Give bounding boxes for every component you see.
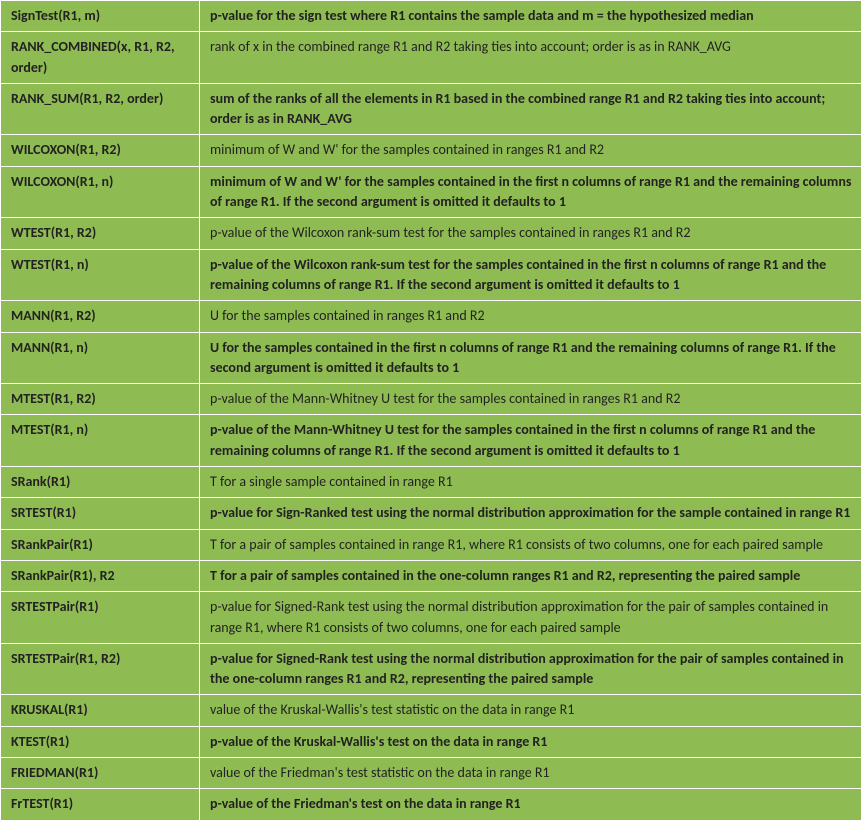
function-name: SRank(R1) (1, 467, 200, 498)
function-description: T for a pair of samples contained in ran… (200, 529, 862, 560)
table-row: KRUSKAL(R1)value of the Kruskal-Wallis's… (1, 695, 862, 726)
function-description: T for a pair of samples contained in the… (200, 560, 862, 591)
function-name: MANN(R1, R2) (1, 301, 200, 332)
function-name: RANK_SUM(R1, R2, order) (1, 83, 200, 135)
function-description: T for a single sample contained in range… (200, 467, 862, 498)
table-row: SRankPair(R1)T for a pair of samples con… (1, 529, 862, 560)
function-description: rank of x in the combined range R1 and R… (200, 32, 862, 84)
function-name: WILCOXON(R1, R2) (1, 135, 200, 166)
table-row: MANN(R1, R2)U for the samples contained … (1, 301, 862, 332)
function-description: p-value for Sign-Ranked test using the n… (200, 498, 862, 529)
table-row: MANN(R1, n)U for the samples contained i… (1, 332, 862, 384)
function-description: sum of the ranks of all the elements in … (200, 83, 862, 135)
function-name: WTEST(R1, R2) (1, 218, 200, 249)
table-row: SRankPair(R1), R2T for a pair of samples… (1, 560, 862, 591)
function-name: MTEST(R1, R2) (1, 384, 200, 415)
function-name: WTEST(R1, n) (1, 249, 200, 301)
table-row: WTEST(R1, R2)p-value of the Wilcoxon ran… (1, 218, 862, 249)
function-name: KTEST(R1) (1, 726, 200, 757)
table-row: WILCOXON(R1, n)minimum of W and W' for t… (1, 166, 862, 218)
function-description: value of the Kruskal-Wallis's test stati… (200, 695, 862, 726)
function-description: p-value of the Mann-Whitney U test for t… (200, 415, 862, 467)
function-name: MANN(R1, n) (1, 332, 200, 384)
function-name: MTEST(R1, n) (1, 415, 200, 467)
function-name: SignTest(R1, m) (1, 1, 200, 32)
function-name: RANK_COMBINED(x, R1, R2, order) (1, 32, 200, 84)
table-row: SignTest(R1, m)p-value for the sign test… (1, 1, 862, 32)
function-name: SRTEST(R1) (1, 498, 200, 529)
function-description: minimum of W and W' for the samples cont… (200, 166, 862, 218)
function-description: p-value for the sign test where R1 conta… (200, 1, 862, 32)
function-description: minimum of W and W' for the samples cont… (200, 135, 862, 166)
function-name: KRUSKAL(R1) (1, 695, 200, 726)
function-name: WILCOXON(R1, n) (1, 166, 200, 218)
table-row: SRTESTPair(R1)p-value for Signed-Rank te… (1, 592, 862, 644)
function-description: p-value of the Mann-Whitney U test for t… (200, 384, 862, 415)
table-row: SRTEST(R1)p-value for Sign-Ranked test u… (1, 498, 862, 529)
table-body: SignTest(R1, m)p-value for the sign test… (1, 1, 862, 821)
table-row: SRTESTPair(R1, R2)p-value for Signed-Ran… (1, 643, 862, 695)
function-description: p-value of the Kruskal-Wallis's test on … (200, 726, 862, 757)
table-row: WILCOXON(R1, R2)minimum of W and W' for … (1, 135, 862, 166)
function-name: FRIEDMAN(R1) (1, 758, 200, 789)
function-name: FrTEST(R1) (1, 789, 200, 820)
function-description: U for the samples contained in the first… (200, 332, 862, 384)
table-row: FrTEST(R1)p-value of the Friedman's test… (1, 789, 862, 820)
table-row: RANK_SUM(R1, R2, order)sum of the ranks … (1, 83, 862, 135)
table-row: SRank(R1)T for a single sample contained… (1, 467, 862, 498)
function-description: p-value for Signed-Rank test using the n… (200, 592, 862, 644)
function-description: U for the samples contained in ranges R1… (200, 301, 862, 332)
function-name: SRankPair(R1) (1, 529, 200, 560)
function-description: p-value of the Wilcoxon rank-sum test fo… (200, 218, 862, 249)
functions-table: SignTest(R1, m)p-value for the sign test… (0, 0, 862, 821)
table-row: WTEST(R1, n)p-value of the Wilcoxon rank… (1, 249, 862, 301)
function-description: value of the Friedman's test statistic o… (200, 758, 862, 789)
function-description: p-value for Signed-Rank test using the n… (200, 643, 862, 695)
table-row: RANK_COMBINED(x, R1, R2, order)rank of x… (1, 32, 862, 84)
function-name: SRTESTPair(R1, R2) (1, 643, 200, 695)
function-description: p-value of the Wilcoxon rank-sum test fo… (200, 249, 862, 301)
table-row: FRIEDMAN(R1)value of the Friedman's test… (1, 758, 862, 789)
function-name: SRTESTPair(R1) (1, 592, 200, 644)
function-description: p-value of the Friedman's test on the da… (200, 789, 862, 820)
table-row: KTEST(R1)p-value of the Kruskal-Wallis's… (1, 726, 862, 757)
table-row: MTEST(R1, n)p-value of the Mann-Whitney … (1, 415, 862, 467)
function-name: SRankPair(R1), R2 (1, 560, 200, 591)
table-row: MTEST(R1, R2)p-value of the Mann-Whitney… (1, 384, 862, 415)
